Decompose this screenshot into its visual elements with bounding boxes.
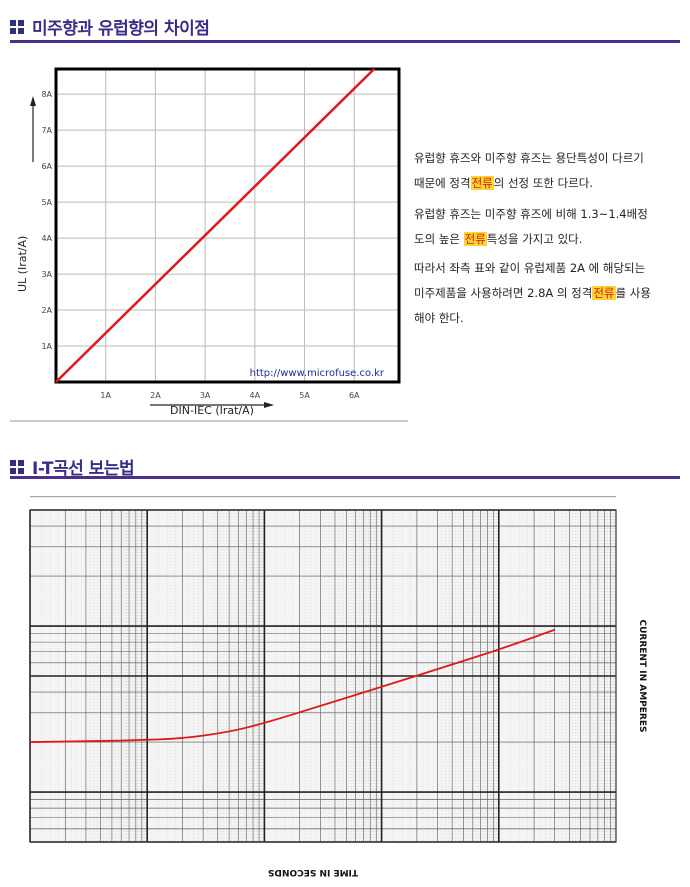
text-span: 특성을 가지고 있다. bbox=[486, 232, 583, 246]
text-span: 도의 높은 bbox=[414, 232, 464, 246]
section-header: 미주향과 유럽향의 차이점 bbox=[10, 14, 210, 39]
text-line: 도의 높은 전류특성을 가지고 있다. bbox=[414, 227, 680, 252]
highlight-current: 전류 bbox=[470, 176, 494, 190]
highlight-current: 전류 bbox=[463, 232, 487, 246]
section-header: I-T곡선 보는법 bbox=[10, 454, 135, 479]
grid-bullet-icon bbox=[10, 19, 24, 34]
x-tick-label: 5A bbox=[299, 391, 310, 400]
y-axis-label: CURRENT IN AMPERES bbox=[637, 620, 647, 733]
text-span: 때문에 정격 bbox=[414, 176, 471, 190]
text-line: 미주제품을 사용하려면 2.8A 의 정격전류를 사용 bbox=[414, 281, 680, 306]
text-line: 유럽향 휴즈는 미주향 휴즈에 비해 1.3~1.4배정 bbox=[414, 207, 648, 221]
section-divider bbox=[10, 476, 680, 479]
text-span: 를 사용 bbox=[615, 286, 651, 300]
text-line: 따라서 좌측 표와 같이 유럽제품 2A 에 해당되는 bbox=[414, 261, 646, 275]
plot-frame bbox=[54, 67, 401, 384]
section-title: 미주향과 유럽향의 차이점 bbox=[32, 19, 210, 39]
y-axis-arrowhead bbox=[30, 96, 36, 106]
y-tick-label: 6A bbox=[41, 162, 52, 171]
section-divider bbox=[10, 40, 680, 43]
y-tick-label: 8A bbox=[41, 90, 52, 99]
section-title: I-T곡선 보는법 bbox=[32, 459, 135, 479]
text-line: 때문에 정격전류의 선정 또한 다르다. bbox=[414, 171, 680, 196]
text-line: 해야 한다. bbox=[414, 311, 464, 325]
y-tick-label: 2A bbox=[41, 306, 52, 315]
y-tick-label: 3A bbox=[41, 270, 52, 279]
y-tick-label: 5A bbox=[41, 198, 52, 207]
x-axis-label: DIN-IEC (Irat/A) bbox=[170, 404, 254, 417]
text-span: 미주제품을 사용하려면 2.8A 의 정격 bbox=[414, 286, 593, 300]
explanation-paragraph-3: 따라서 좌측 표와 같이 유럽제품 2A 에 해당되는 미주제품을 사용하려면 … bbox=[414, 256, 680, 331]
explanation-paragraph-1: 유럽향 휴즈와 미주향 휴즈는 용단특성이 다르기 때문에 정격전류의 선정 또… bbox=[414, 146, 680, 196]
x-tick-label: 2A bbox=[150, 391, 161, 400]
source-url: http://www.microfuse.co.kr bbox=[250, 368, 385, 379]
series-line bbox=[29, 628, 556, 743]
text-span: 의 선정 또한 다르다. bbox=[493, 176, 593, 190]
x-axis-label: TIME IN SECONDS bbox=[268, 867, 358, 877]
explanation-paragraph-2: 유럽향 휴즈는 미주향 휴즈에 비해 1.3~1.4배정 도의 높은 전류특성을… bbox=[414, 202, 680, 252]
x-tick-label: 1A bbox=[100, 391, 111, 400]
i-t-curve-chart: TIME IN SECONDS CURRENT IN AMPERES bbox=[29, 496, 647, 877]
x-tick-label: 3A bbox=[200, 391, 211, 400]
y-axis-label: UL (Irat/A) bbox=[16, 236, 29, 292]
grid-bullet-icon bbox=[10, 459, 24, 474]
ul-vs-din-chart: 1A 2A 3A 4A 5A 6A 1A 2A 3A 4A 5A 6A 7A 8A http://www… bbox=[10, 67, 408, 422]
y-tick-label: 1A bbox=[41, 342, 52, 351]
y-tick-label: 4A bbox=[41, 234, 52, 243]
text-line: 유럽향 휴즈와 미주향 휴즈는 용단특성이 다르기 bbox=[414, 151, 644, 165]
y-tick-label: 7A bbox=[41, 126, 52, 135]
x-axis-arrowhead bbox=[264, 402, 274, 408]
highlight-current: 전류 bbox=[592, 286, 616, 300]
series-line bbox=[55, 68, 376, 383]
plot-frame bbox=[29, 509, 617, 843]
x-tick-label: 6A bbox=[349, 391, 360, 400]
x-tick-label: 4A bbox=[250, 391, 261, 400]
